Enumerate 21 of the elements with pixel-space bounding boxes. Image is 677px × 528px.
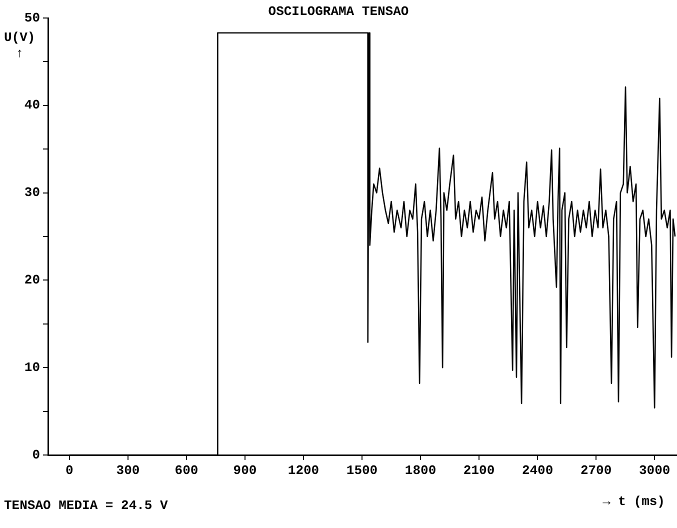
x-tick-label: 2400 [522, 463, 554, 478]
x-tick-label: 2700 [580, 463, 612, 478]
y-tick-label: 30 [24, 185, 40, 200]
x-tick-label: 900 [233, 463, 257, 478]
y-tick-label: 50 [24, 10, 40, 26]
x-tick-label: 1800 [404, 463, 436, 478]
x-tick-label: 0 [66, 463, 74, 478]
y-axis-title: U(V) ↑ [4, 30, 36, 62]
text: TENSAO MEDIA = 24.5 V [4, 498, 168, 513]
x-tick-label: 600 [174, 463, 198, 478]
y-tick-label: 0 [32, 447, 40, 462]
x-axis-title: → t (ms) [602, 494, 665, 509]
y-tick-label: 10 [24, 360, 40, 375]
y-tick-label: 40 [24, 98, 40, 113]
x-tick-label: 300 [116, 463, 140, 478]
x-tick-label: 3000 [638, 463, 670, 478]
chart-title: OSCILOGRAMA TENSAO [268, 4, 409, 19]
x-tick-label: 2100 [463, 463, 495, 478]
x-tick-label: 1200 [288, 463, 320, 478]
y-tick-label: 20 [24, 272, 40, 288]
x-tick-label: 1500 [346, 463, 378, 478]
